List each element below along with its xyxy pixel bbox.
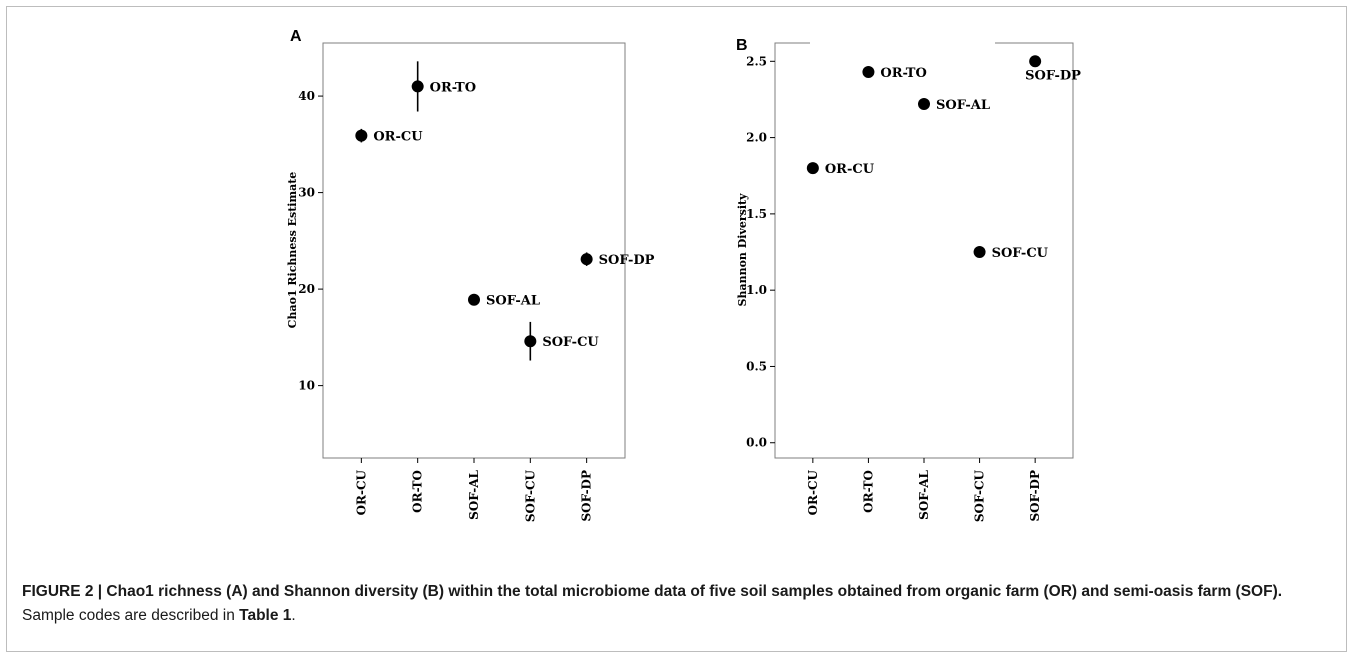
point-label: OR-TO [880,66,926,81]
y-tick-label: 2.0 [746,131,767,145]
y-axis-label: Shannon Diversity [736,193,749,307]
plot-frame-A [322,42,626,459]
y-axis-label: Chao1 Richness Estimate [286,172,299,329]
y-tick-label: 20 [298,282,315,296]
x-tick-label: SOF-CU [973,469,987,522]
x-tick-label: SOF-CU [523,469,537,522]
point-label: OR-TO [430,80,476,95]
data-point [468,293,480,306]
x-tick-label: SOF-DP [1028,470,1042,522]
data-point [524,335,537,348]
point-label: OR-CU [825,162,875,177]
y-tick-label: 10 [298,379,315,393]
point-label: SOF-AL [936,98,990,113]
data-point [355,129,368,142]
data-point [411,80,424,93]
panel-letter-B: B [736,37,748,54]
y-tick-label: 0.0 [746,436,767,450]
figure-frame [6,6,1347,652]
x-tick-label: SOF-DP [580,470,594,522]
x-tick-label: OR-TO [411,470,425,513]
y-tick-label: 2.5 [746,54,767,68]
caption-lead: FIGURE 2 | Chao1 richness (A) and Shanno… [22,583,1283,600]
x-tick-label: OR-CU [806,469,820,515]
y-tick-label: 1.0 [746,283,767,297]
point-label: SOF-CU [542,335,599,350]
point-label: SOF-AL [486,294,540,309]
data-point [1029,55,1042,68]
point-label: OR-CU [373,130,423,145]
y-tick-label: 30 [298,186,315,200]
point-label: SOF-DP [599,253,655,268]
y-tick-label: 40 [298,89,315,103]
y-tick-label: 1.5 [746,207,767,221]
caption-rest-pre: Sample codes are described in [22,607,240,624]
x-tick-label: SOF-AL [917,469,931,519]
caption-rest-post: . [291,607,296,624]
data-point [806,162,819,175]
caption-table-ref: Table 1 [239,607,292,624]
y-tick-label: 0.5 [746,359,767,373]
data-point [862,65,875,78]
point-label: SOF-CU [992,246,1049,261]
data-point [918,98,930,111]
x-tick-label: OR-CU [354,469,368,515]
data-point [580,253,593,266]
data-point [973,246,986,259]
x-tick-label: OR-TO [861,470,875,513]
panel-letter-A: A [290,28,302,45]
figure-caption: FIGURE 2 | Chao1 richness (A) and Shanno… [22,580,1332,628]
point-label: SOF-DP [1025,68,1081,83]
x-tick-label: SOF-AL [467,469,481,519]
